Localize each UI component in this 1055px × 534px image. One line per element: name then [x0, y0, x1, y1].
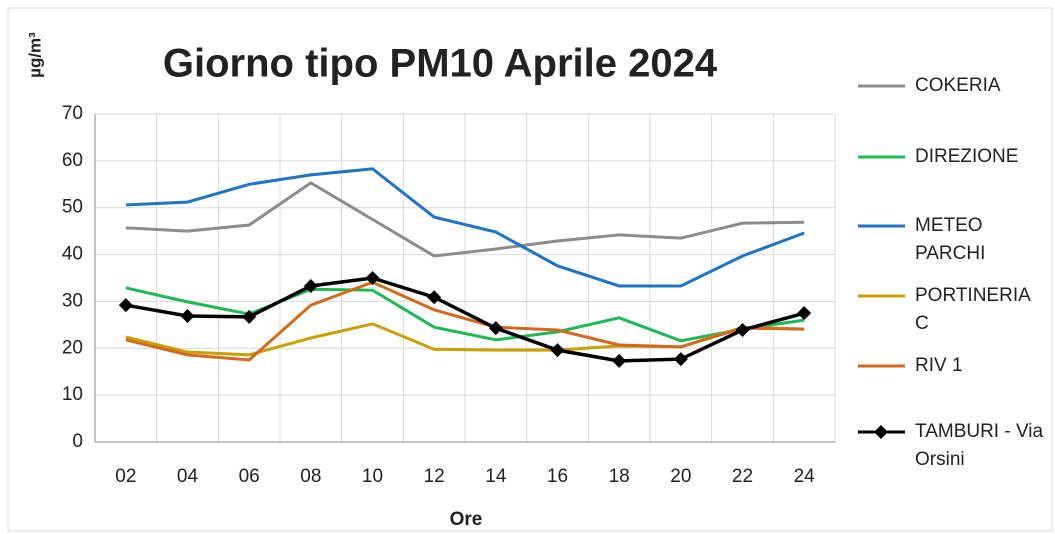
y-tick-label: 70: [62, 103, 83, 124]
series-marker: [180, 308, 195, 323]
series-marker: [365, 271, 380, 285]
x-tick-label: 24: [794, 466, 816, 487]
series-line: [125, 276, 805, 363]
series-marker: [735, 323, 750, 338]
y-tick-label: 20: [62, 337, 83, 358]
series-marker: [550, 343, 565, 358]
legend-label: METEO PARCHI: [915, 215, 986, 264]
legend-label: RIV 1: [915, 355, 963, 376]
series-marker: [612, 353, 627, 368]
series-marker: [673, 352, 688, 367]
series-marker: [797, 306, 812, 321]
y-tick-label: 10: [62, 384, 83, 405]
y-tick-label: 0: [72, 431, 83, 452]
y-tick-label: 50: [62, 197, 83, 218]
series-marker: [242, 309, 257, 324]
x-tick-label: 16: [547, 466, 568, 487]
series-line: [125, 280, 805, 362]
x-tick-label: 14: [485, 466, 507, 487]
series-marker: [118, 298, 133, 313]
x-tick-label: 06: [239, 466, 260, 487]
y-tick-label: 40: [62, 244, 83, 265]
legend-label: DIREZIONE: [915, 146, 1019, 167]
x-tick-label: 08: [300, 466, 321, 487]
series-line: [125, 181, 805, 258]
x-tick-label: 02: [115, 466, 136, 487]
legend-label: PORTINERIA C: [915, 285, 1030, 334]
series-line: [125, 286, 805, 343]
x-axis-label: Ore: [450, 509, 483, 530]
legend-marker: [874, 425, 888, 439]
x-tick-label: 20: [670, 466, 691, 487]
series-marker: [427, 290, 442, 305]
x-tick-label: 12: [424, 466, 445, 487]
x-tick-label: 10: [362, 466, 383, 487]
x-tick-label: 04: [177, 466, 199, 487]
y-tick-label: 60: [62, 150, 83, 171]
series-marker: [303, 278, 318, 293]
y-axis-label: µg/m³: [25, 32, 44, 78]
x-tick-label: 18: [609, 466, 630, 487]
series-line: [125, 167, 805, 288]
series-marker: [488, 321, 503, 336]
chart-title: Giorno tipo PM10 Aprile 2024: [163, 42, 718, 86]
legend-label: COKERIA: [915, 75, 1001, 96]
legend-label: TAMBURI - Via Orsini: [915, 421, 1044, 470]
frame: [7, 7, 1053, 532]
y-tick-label: 30: [62, 290, 83, 311]
x-tick-label: 22: [732, 466, 753, 487]
